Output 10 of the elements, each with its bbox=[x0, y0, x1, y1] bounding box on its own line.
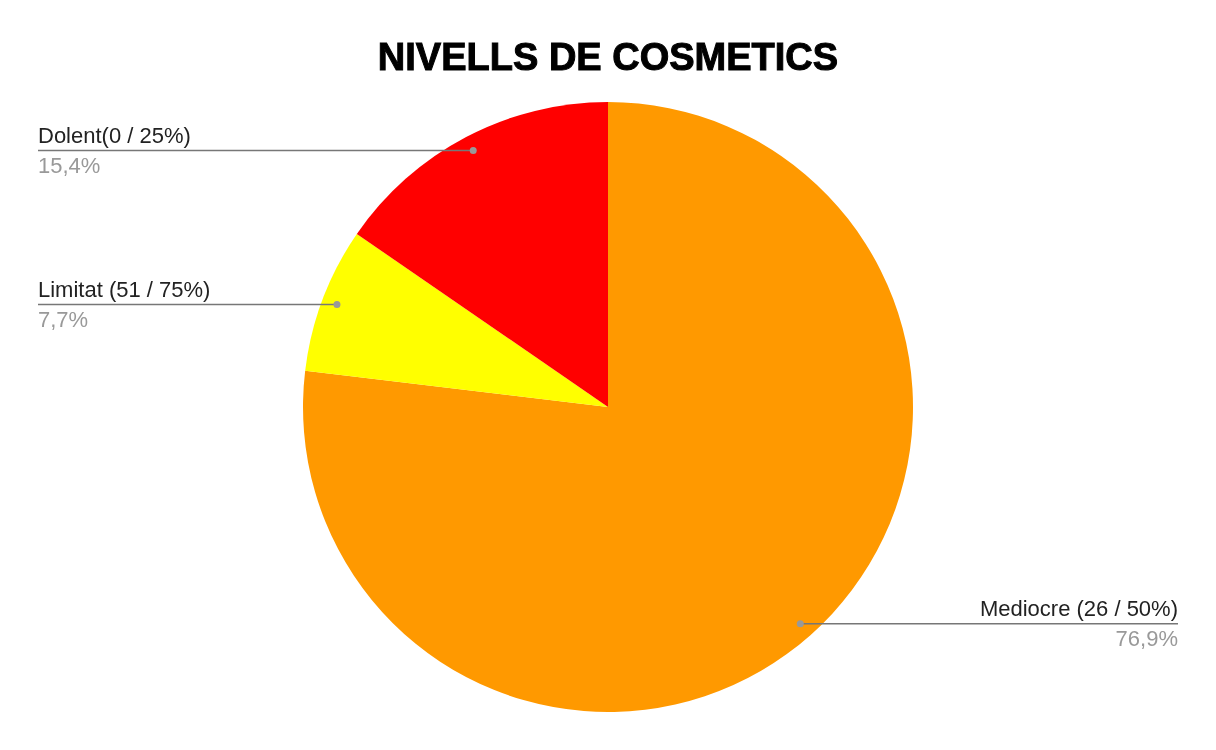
pie-slice bbox=[303, 102, 913, 712]
slice-label: Limitat (51 / 75%) bbox=[38, 276, 211, 302]
pie-slice bbox=[356, 102, 608, 407]
data-label: 15,4% bbox=[38, 152, 101, 178]
pie-slice bbox=[305, 233, 608, 407]
data-label: 76,9% bbox=[1115, 625, 1178, 651]
slice-label: Mediocre (26 / 50%) bbox=[979, 595, 1178, 621]
data-label: 7,7% bbox=[38, 306, 89, 332]
slice-label: Dolent(0 / 25%) bbox=[38, 122, 191, 148]
chart-title: NIVELLS DE COSMETICS bbox=[377, 36, 839, 78]
